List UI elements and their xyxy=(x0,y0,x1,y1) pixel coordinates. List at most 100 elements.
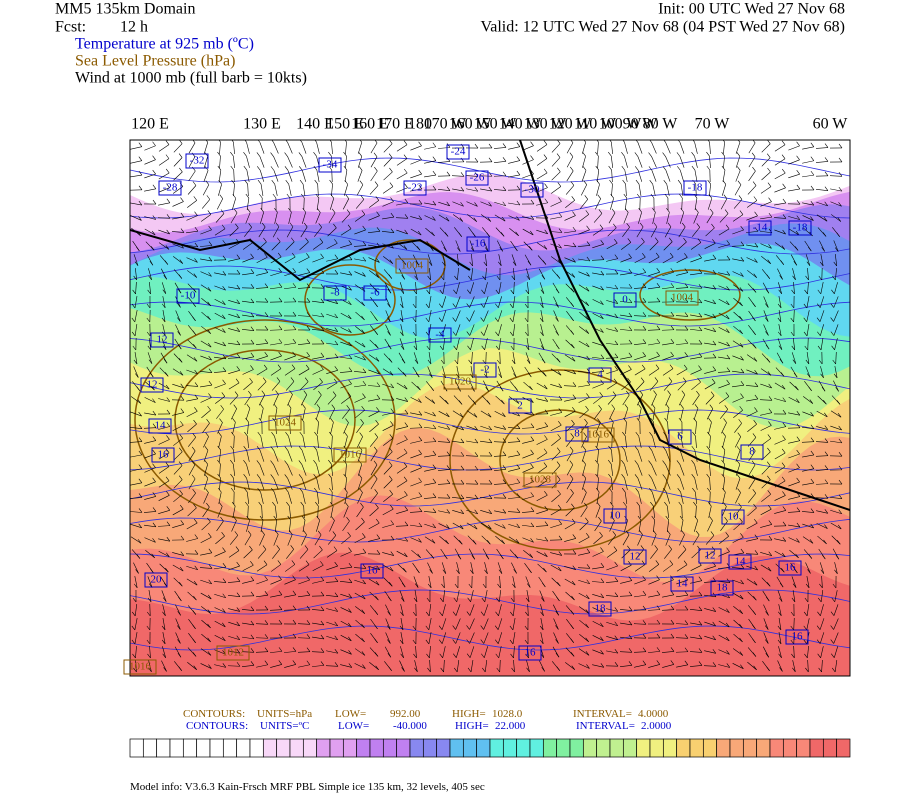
wind-barb xyxy=(747,270,757,278)
wind-barb xyxy=(747,185,757,195)
wind-barb-flag xyxy=(347,532,351,537)
wind-barb-flag xyxy=(270,152,274,157)
wind-barb-flag xyxy=(642,634,647,639)
wind-barb-flag xyxy=(634,474,639,479)
wind-barb xyxy=(762,646,770,658)
wind-barb-flag xyxy=(180,421,184,426)
wind-barb-flag xyxy=(498,569,503,574)
wind-barb xyxy=(287,464,293,476)
wind-barb xyxy=(718,356,730,360)
wind-barb-flag xyxy=(166,397,171,402)
wind-barb xyxy=(314,227,322,237)
wind-barb-flag xyxy=(558,420,562,426)
wind-barb xyxy=(834,590,838,602)
wind-barb xyxy=(218,492,222,504)
wind-barb xyxy=(564,522,576,530)
wind-barb-flag xyxy=(208,393,212,398)
wind-barb xyxy=(675,637,689,639)
wind-barb-flag xyxy=(431,231,435,237)
wind-barb-flag xyxy=(136,386,140,391)
wind-barb-flag xyxy=(641,237,645,243)
wind-barb-flag xyxy=(221,531,225,537)
wind-barb-flag xyxy=(634,166,639,171)
wind-barb xyxy=(512,618,516,630)
wind-barb xyxy=(200,355,212,361)
wind-barb xyxy=(286,549,294,559)
wind-barb xyxy=(579,326,589,334)
wind-barb xyxy=(200,229,212,235)
wind-barb xyxy=(275,506,277,518)
wind-barb xyxy=(214,551,226,557)
wind-barb-flag xyxy=(152,463,156,468)
colorbar-cell xyxy=(836,738,851,758)
wind-barb-flag xyxy=(452,639,456,644)
wind-barb xyxy=(357,156,363,168)
wind-barb xyxy=(270,579,282,585)
wind-barb-flag xyxy=(488,157,493,163)
colorbar-cell xyxy=(636,738,651,758)
wind-barb xyxy=(413,352,419,364)
wind-barb xyxy=(704,650,716,654)
wind-barb-flag xyxy=(131,303,136,309)
wind-barb xyxy=(187,591,197,601)
wind-barb xyxy=(648,664,660,668)
wind-barb xyxy=(340,664,352,668)
wind-barb xyxy=(327,535,337,545)
wind-barb-flag xyxy=(161,625,166,631)
wind-barb xyxy=(494,510,506,514)
wind-barb xyxy=(665,156,671,168)
wind-barb xyxy=(354,552,366,556)
wind-barb-flag xyxy=(556,274,561,279)
wind-barb-flag xyxy=(711,378,716,384)
wind-barb xyxy=(244,227,252,237)
wind-barb xyxy=(385,310,391,322)
wind-barb xyxy=(581,450,587,462)
wind-barb xyxy=(219,450,221,462)
wind-barb xyxy=(228,595,240,597)
wind-barb-flag xyxy=(739,609,743,614)
wind-barb-flag xyxy=(178,596,182,602)
wind-barb-flag xyxy=(634,152,639,157)
colorbar-cell xyxy=(769,738,784,758)
wind-barb-flag xyxy=(557,434,561,439)
wind-barb xyxy=(522,397,534,403)
wind-barb-flag xyxy=(138,156,143,161)
wind-barb-flag xyxy=(273,515,277,521)
wind-barb xyxy=(284,271,296,277)
wind-barb xyxy=(215,213,225,223)
wind-barb-flag xyxy=(516,478,521,483)
wind-barb-flag xyxy=(446,201,450,206)
wind-barb-flag xyxy=(766,596,770,602)
wind-barb-flag xyxy=(726,271,731,276)
wind-barb-flag xyxy=(426,345,431,351)
wind-barb-flag xyxy=(400,611,404,617)
wind-barb xyxy=(424,411,436,417)
wind-barb-flag xyxy=(161,317,166,323)
wind-barb-flag xyxy=(329,431,333,437)
wind-barb xyxy=(368,257,380,263)
contour-label: 12 xyxy=(157,334,168,346)
wind-barb-flag xyxy=(179,434,183,439)
wind-barb-flag xyxy=(808,386,812,391)
wind-barb xyxy=(172,412,184,416)
wind-barb-flag xyxy=(161,639,166,645)
wind-barb-flag xyxy=(670,605,675,610)
wind-barb-flag xyxy=(502,524,506,529)
wind-barb-flag xyxy=(278,633,283,639)
wind-barb-flag xyxy=(636,417,641,423)
wind-barb-flag xyxy=(306,620,311,625)
wind-barb xyxy=(158,144,170,152)
wind-barb xyxy=(679,212,685,224)
wind-barb-flag xyxy=(165,154,170,159)
wind-barb-flag xyxy=(306,605,311,611)
wind-barb-flag xyxy=(138,200,143,206)
wind-barb-flag xyxy=(488,186,493,192)
wind-barb-flag xyxy=(430,554,435,559)
wind-barb xyxy=(647,329,661,331)
wind-barb-flag xyxy=(753,503,757,509)
wind-barb xyxy=(677,381,687,391)
wind-barb-flag xyxy=(473,413,478,418)
wind-barb xyxy=(316,170,320,182)
wind-barb-flag xyxy=(642,312,647,317)
wind-barb-flag xyxy=(414,275,418,280)
